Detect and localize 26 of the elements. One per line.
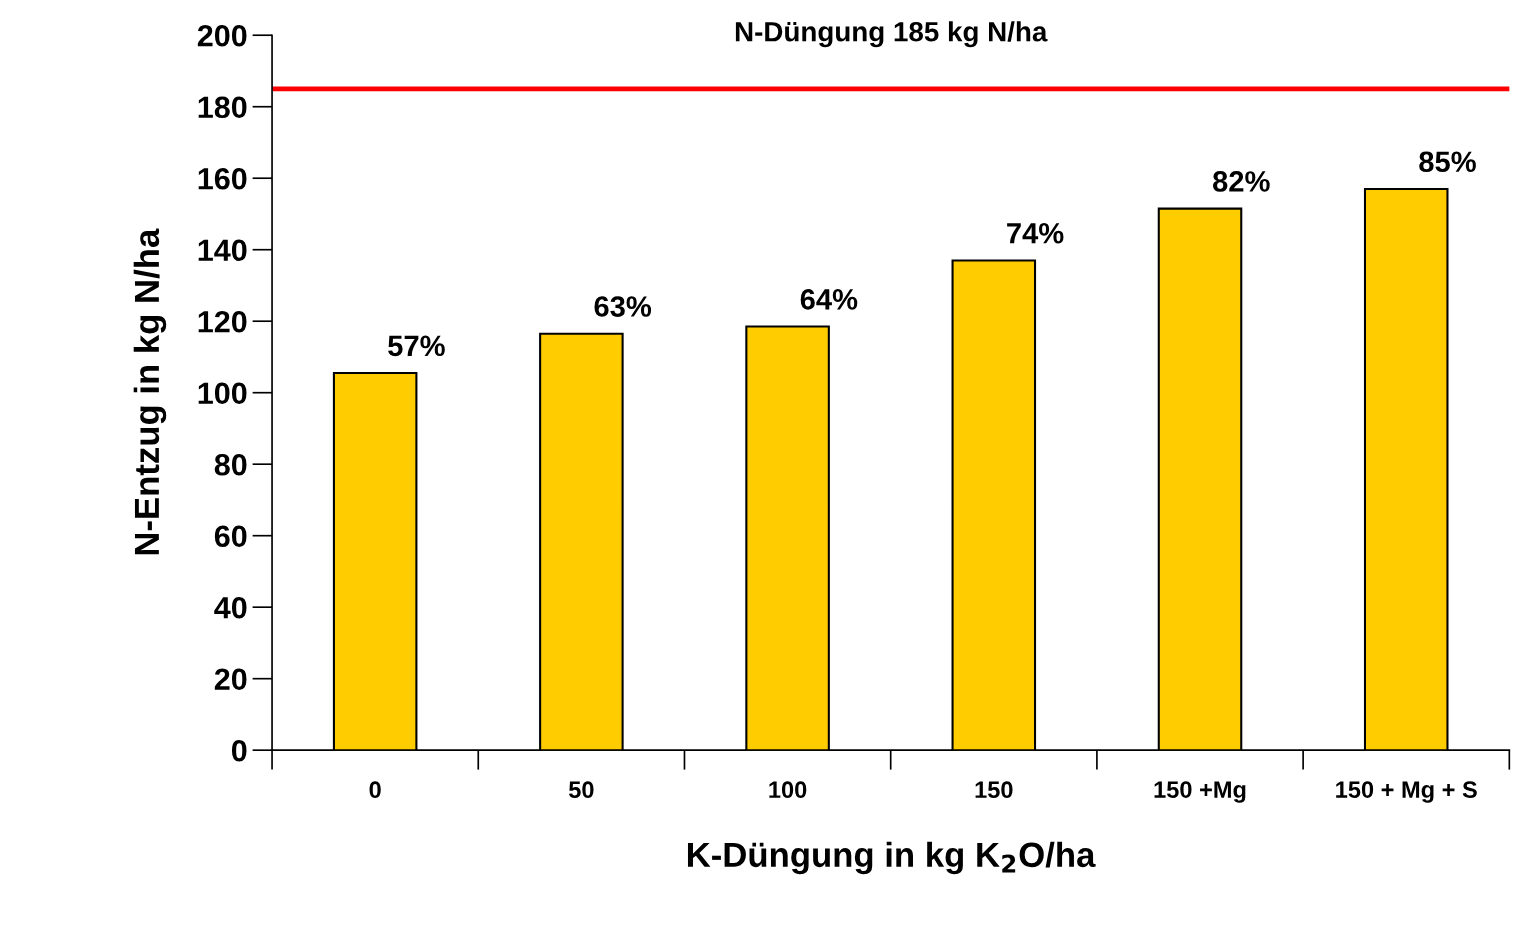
- y-axis-title: N-Entzug in kg N/ha: [133, 228, 167, 555]
- y-tick-label: 0: [231, 739, 247, 762]
- y-tick-label: 20: [214, 668, 247, 691]
- y-tick-label: 100: [198, 382, 247, 405]
- y-tick-label: 180: [198, 96, 247, 119]
- annotation: 82%: [1212, 171, 1270, 192]
- annotation: 64%: [800, 289, 858, 310]
- y-tick-label: 140: [198, 239, 247, 262]
- y-tick-label: 60: [214, 525, 247, 548]
- annotation: 57%: [388, 335, 445, 357]
- x-tick-label: 150 + Mg + S: [1336, 781, 1477, 803]
- y-tick-label: 80: [214, 453, 247, 476]
- annotation: 63%: [594, 296, 652, 317]
- x-tick-label: 100: [769, 781, 807, 799]
- x-tick-label: 150: [975, 781, 1013, 799]
- x-tick-label: 50: [568, 781, 594, 799]
- x-axis-title: K-Düngung in kg K$_{2}$O/ha: [687, 841, 1096, 875]
- x-tick-label: 150 +Mg: [1154, 781, 1246, 803]
- annotation: 85%: [1419, 151, 1476, 173]
- ref-line-label: N-Düngung 185 kg N/ha: [735, 21, 1048, 48]
- y-tick-label: 40: [214, 596, 247, 619]
- annotation: 74%: [1007, 222, 1064, 244]
- y-tick-label: 200: [197, 24, 247, 47]
- y-tick-label: 120: [198, 310, 247, 333]
- y-tick-label: 160: [198, 167, 247, 190]
- x-tick-label: 0: [369, 781, 381, 799]
